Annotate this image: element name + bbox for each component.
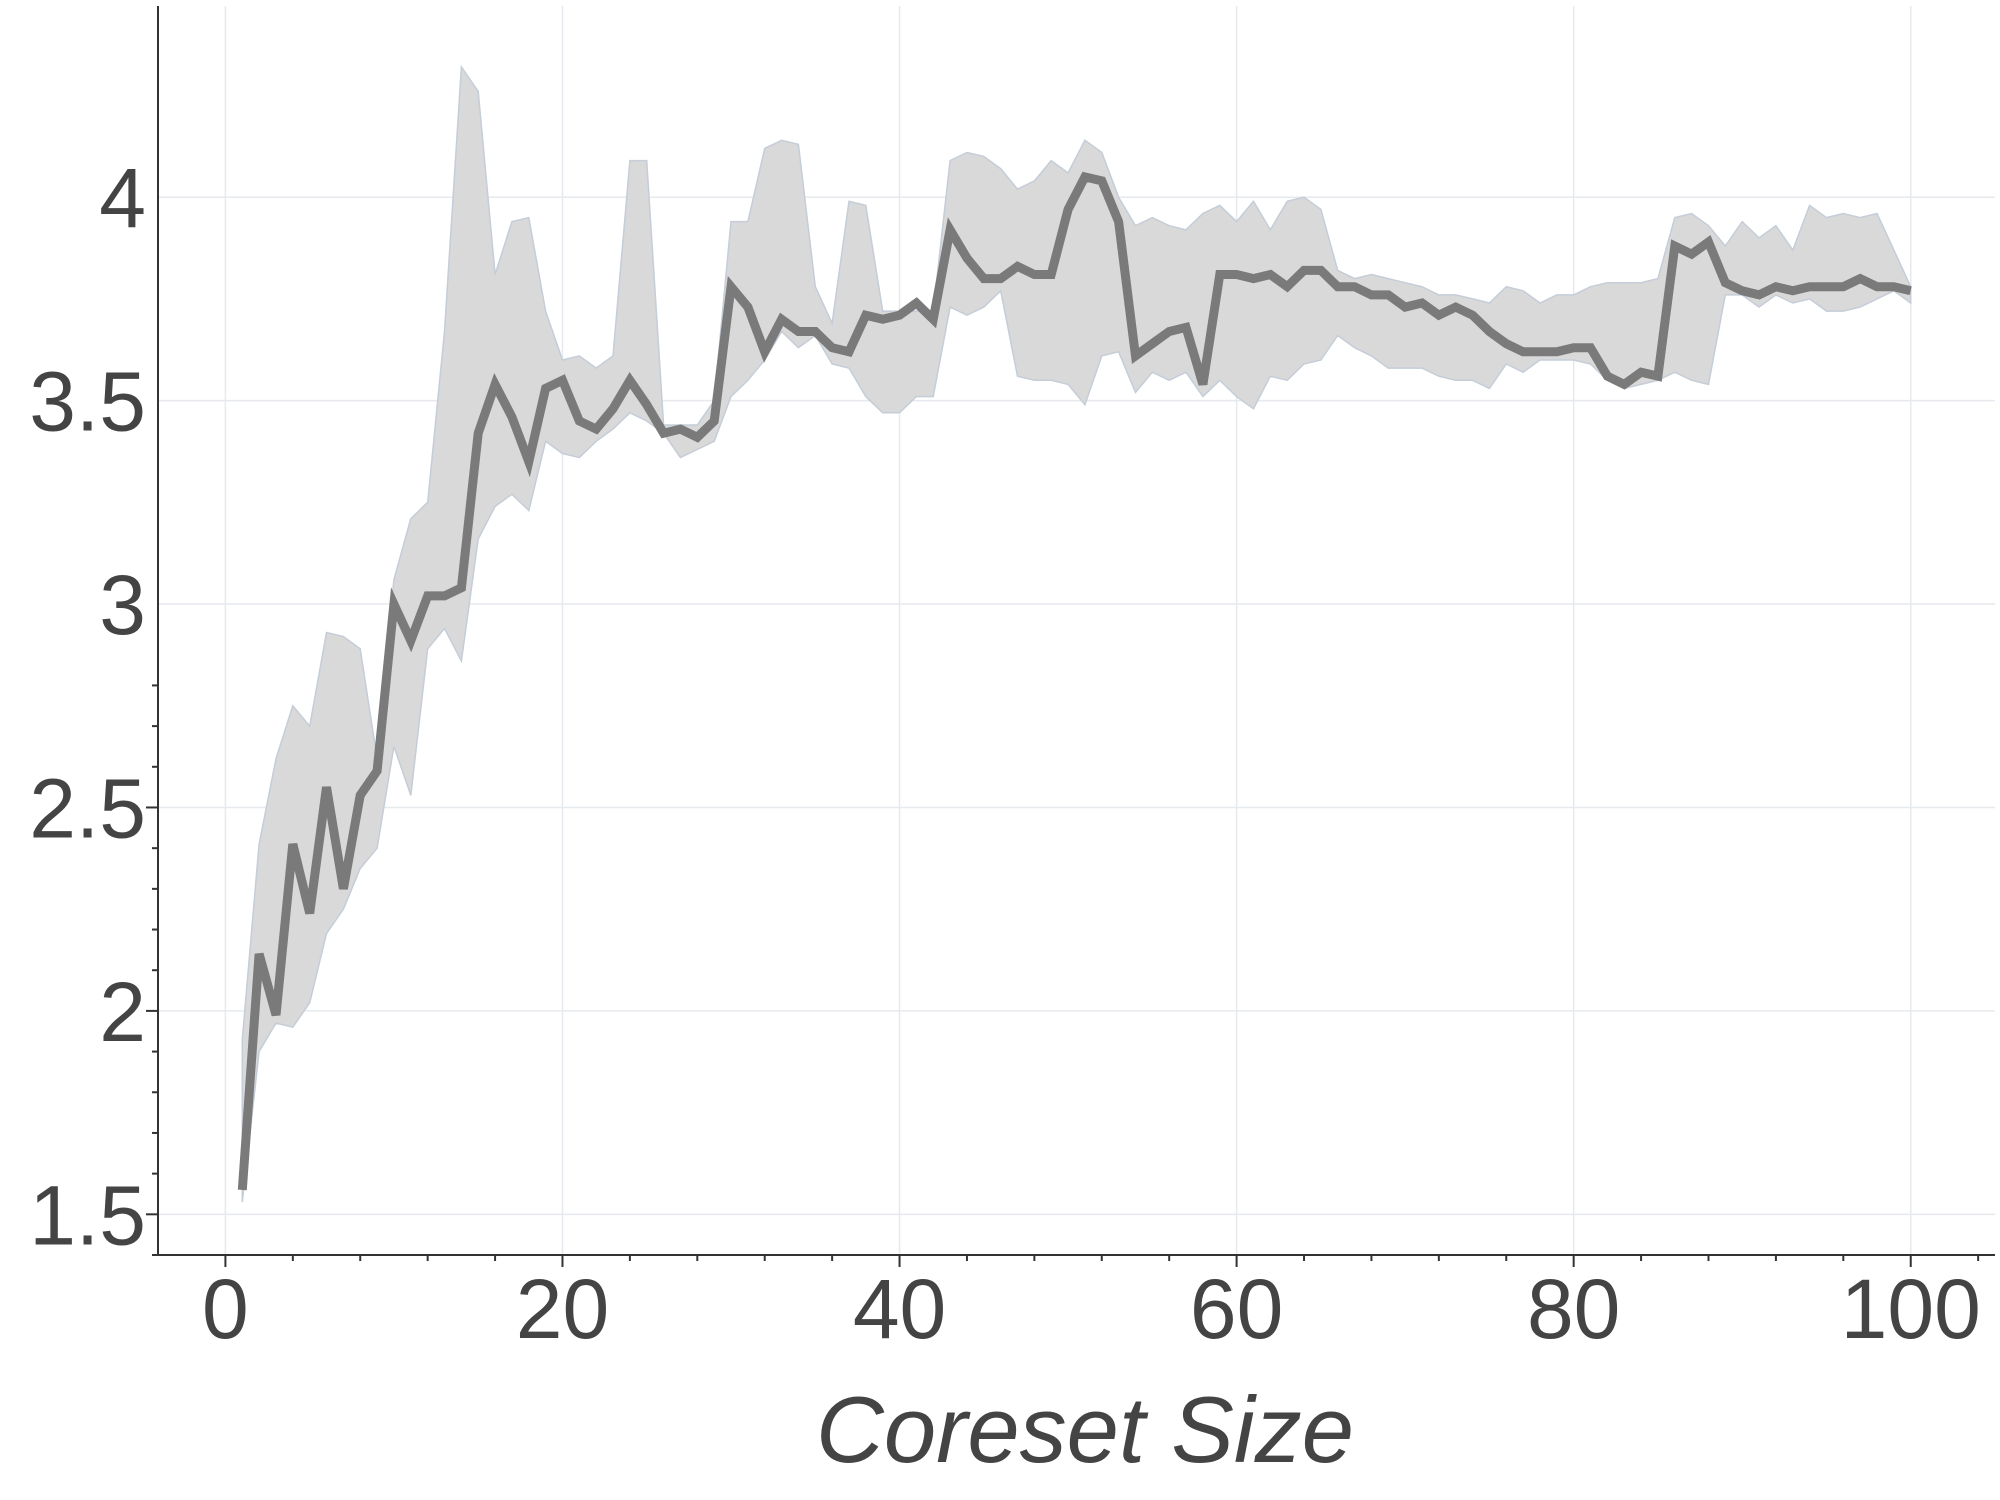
y-tick-label: 2.5 (29, 761, 146, 855)
x-tick-label: 80 (1527, 1262, 1620, 1356)
x-tick-label: 60 (1190, 1262, 1283, 1356)
x-tick-label: 20 (516, 1262, 609, 1356)
y-tick-label: 1.5 (29, 1168, 146, 1262)
x-tick-label: 0 (202, 1262, 249, 1356)
x-tick-label: 40 (853, 1262, 946, 1356)
axes (146, 6, 1995, 1267)
grid (158, 6, 1995, 1255)
y-tick-label: 3 (99, 558, 146, 652)
mean-line (237, 171, 1912, 1191)
y-tick-label: 4 (99, 151, 146, 245)
y-tick-label: 3.5 (29, 355, 146, 449)
x-tick-label: 100 (1841, 1262, 1981, 1356)
x-axis-title: Coreset Size (816, 1377, 1354, 1482)
y-tick-label: 2 (99, 965, 146, 1059)
y-tick-labels: 1.5 2 2.5 3 3.5 4 (29, 151, 146, 1262)
confidence-band (241, 64, 1912, 1203)
x-tick-labels: 0 20 40 60 80 100 (202, 1262, 1981, 1356)
